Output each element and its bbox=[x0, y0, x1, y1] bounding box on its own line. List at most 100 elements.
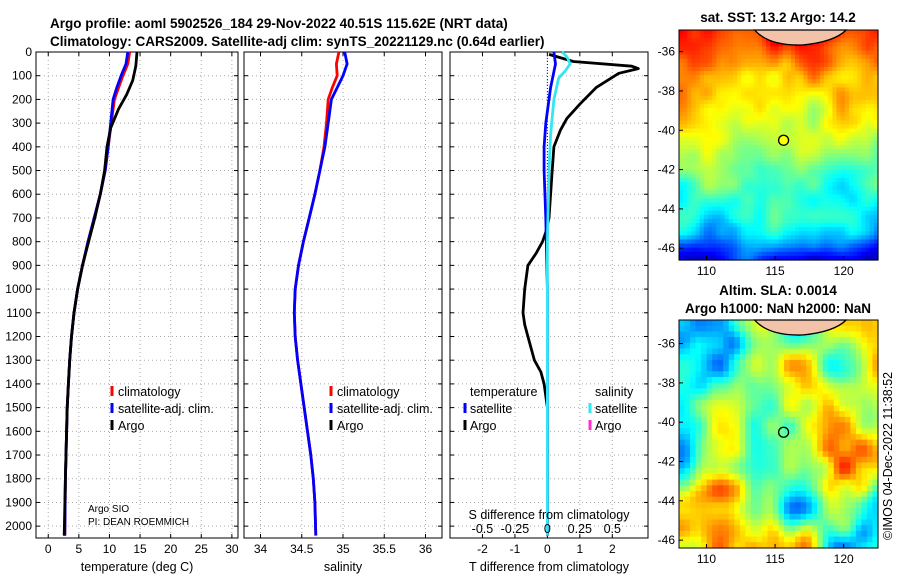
map-cell bbox=[741, 247, 746, 253]
map-cell bbox=[786, 157, 792, 163]
map-cell bbox=[839, 337, 846, 344]
map-cell bbox=[695, 91, 701, 97]
map-cell bbox=[866, 536, 874, 543]
map-cell bbox=[699, 153, 705, 158]
map-cell bbox=[684, 399, 691, 407]
map-cell bbox=[750, 445, 757, 452]
map-cell bbox=[872, 519, 879, 526]
map-cell bbox=[724, 190, 730, 195]
map-cell bbox=[819, 91, 825, 97]
map-cell bbox=[690, 337, 697, 344]
map-cell bbox=[706, 502, 713, 509]
map-cell bbox=[757, 235, 763, 241]
map-cell bbox=[728, 194, 734, 199]
map-cell bbox=[701, 479, 708, 486]
map-cell bbox=[741, 99, 746, 105]
map-cell bbox=[728, 116, 734, 121]
map-cell bbox=[828, 365, 835, 372]
map-cell bbox=[786, 50, 792, 56]
map-cell bbox=[767, 371, 774, 378]
map-cell bbox=[778, 227, 784, 232]
map-cell bbox=[695, 62, 701, 68]
map-cell bbox=[861, 87, 867, 93]
map-cell bbox=[687, 223, 693, 228]
map-cell bbox=[861, 428, 868, 435]
map-cell bbox=[848, 149, 854, 154]
map-y-tick-label: -40 bbox=[658, 123, 676, 137]
map-cell bbox=[790, 124, 796, 130]
map-cell bbox=[828, 405, 835, 412]
s-tick-label: -0.25 bbox=[501, 522, 530, 536]
map-cell bbox=[720, 83, 726, 89]
map-cell bbox=[778, 530, 785, 538]
map-cell bbox=[745, 91, 751, 97]
map-cell bbox=[844, 371, 851, 378]
map-cell bbox=[832, 58, 838, 64]
map-cell bbox=[690, 411, 697, 418]
map-cell bbox=[865, 210, 871, 216]
map-cell bbox=[803, 145, 809, 150]
map-cell bbox=[839, 411, 846, 418]
map-cell bbox=[703, 30, 709, 35]
map-cell bbox=[811, 422, 818, 429]
map-cell bbox=[782, 75, 788, 80]
map-cell bbox=[720, 87, 726, 93]
map-cell bbox=[828, 66, 833, 72]
map-cell bbox=[853, 243, 858, 249]
map-cell bbox=[706, 388, 713, 395]
map-cell bbox=[699, 58, 705, 64]
map-cell bbox=[712, 536, 719, 543]
map-cell bbox=[799, 50, 804, 56]
map-cell bbox=[786, 206, 792, 212]
map-cell bbox=[828, 485, 835, 492]
map-cell bbox=[695, 161, 701, 167]
map-cell bbox=[815, 95, 821, 101]
map-cell bbox=[690, 416, 697, 424]
map-cell bbox=[789, 508, 796, 515]
series-line-climatology bbox=[63, 51, 132, 536]
map-cell bbox=[790, 231, 796, 236]
map-cell bbox=[684, 451, 691, 458]
map-cell bbox=[795, 377, 802, 384]
map-cell bbox=[817, 519, 824, 526]
map-cell bbox=[872, 371, 879, 378]
map-cell bbox=[778, 71, 784, 76]
map-cell bbox=[690, 439, 697, 446]
map-cell bbox=[800, 525, 807, 532]
map-cell bbox=[784, 473, 791, 481]
map-cell bbox=[699, 87, 705, 93]
map-cell bbox=[786, 71, 792, 76]
map-cell bbox=[799, 169, 804, 175]
map-cell bbox=[811, 251, 817, 257]
map-cell bbox=[824, 243, 829, 249]
map-cell bbox=[767, 519, 774, 526]
map-cell bbox=[737, 38, 742, 43]
map-cell bbox=[806, 485, 813, 492]
map-cell bbox=[815, 87, 821, 93]
argo-institution: Argo SIO bbox=[88, 504, 129, 515]
map-cell bbox=[872, 536, 879, 543]
map-cell bbox=[695, 34, 701, 39]
map-cell bbox=[695, 108, 701, 113]
map-cell bbox=[756, 525, 763, 532]
map-cell bbox=[770, 173, 775, 179]
map-cell bbox=[757, 83, 763, 89]
map-cell bbox=[844, 451, 851, 458]
map-cell bbox=[824, 153, 829, 158]
map-cell bbox=[766, 50, 771, 56]
map-cell bbox=[844, 491, 851, 498]
map-cell bbox=[732, 194, 738, 199]
map-cell bbox=[728, 62, 734, 68]
map-cell bbox=[828, 411, 835, 418]
map-cell bbox=[853, 112, 858, 117]
map-cell bbox=[861, 169, 867, 175]
map-cell bbox=[861, 218, 867, 224]
map-cell bbox=[701, 337, 708, 344]
map-cell bbox=[873, 38, 879, 43]
map-cell bbox=[844, 95, 850, 101]
map-cell bbox=[756, 451, 763, 458]
map-cell bbox=[824, 50, 829, 56]
map-cell bbox=[724, 79, 730, 84]
map-cell bbox=[772, 434, 780, 441]
map-cell bbox=[695, 66, 701, 72]
